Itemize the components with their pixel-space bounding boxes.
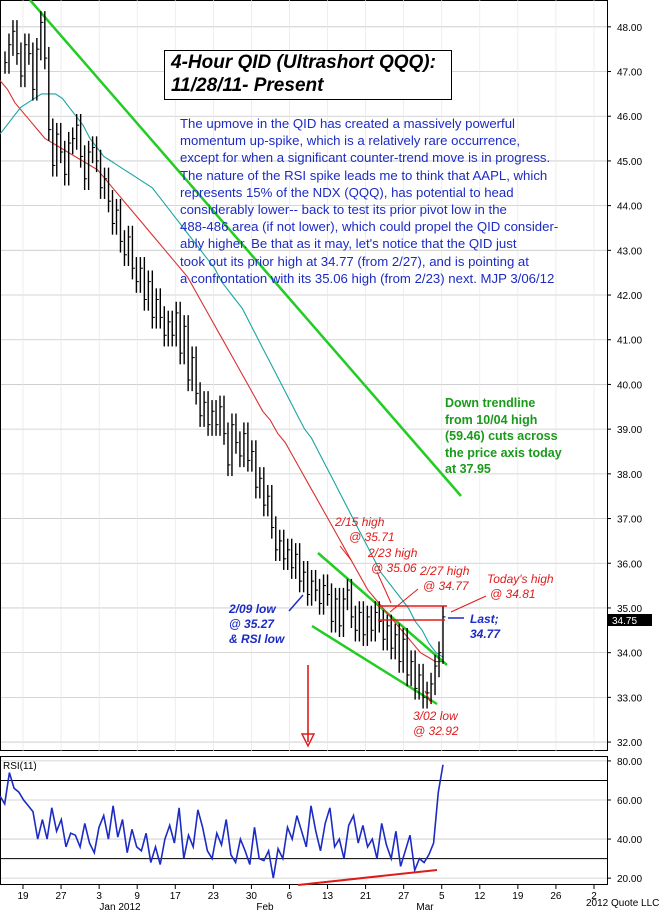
rsi-tick-label: 20.00 [617, 874, 642, 885]
commentary-line: represents 15% of the NDX (QQQ), has pot… [180, 184, 514, 200]
x-tick-label: 27 [56, 891, 68, 902]
price-tick-label: 44.00 [617, 202, 642, 213]
moving-average-fast [0, 93, 444, 658]
rsi-divergence-line [297, 869, 438, 886]
chart-title-box: 4-Hour QID (Ultrashort QQQ): 11/28/11- P… [164, 50, 452, 100]
x-month-label: Jan 2012 [99, 902, 141, 911]
x-tick-label: 21 [360, 891, 372, 902]
price-tick-label: 47.00 [617, 68, 642, 79]
annotation-mar02-low: 3/02 low @ 32.92 [413, 709, 459, 738]
rsi-grid [0, 760, 607, 879]
x-tick-label: 17 [170, 891, 182, 902]
commentary-line: ably higher. Be that as it may, let's no… [180, 236, 517, 252]
annotation-last: Last; 34.77 [470, 612, 501, 641]
price-panel-frame [0, 0, 608, 751]
commentary-line: except for when a significant counter-tr… [180, 150, 551, 166]
price-tick-label: 36.00 [617, 559, 642, 570]
projection-arrow-head [300, 733, 316, 748]
price-tick-label: 42.00 [617, 291, 642, 302]
rsi-tick-label: 40.00 [617, 835, 642, 846]
price-tick-label: 43.00 [617, 246, 642, 257]
channel-upper-line [317, 552, 448, 666]
annotation-feb23-high: 2/23 high @ 35.06 [368, 546, 418, 575]
price-tick-label: 33.00 [617, 693, 642, 704]
copyright: 2012 Quote LLC [586, 898, 659, 909]
x-tick-label: 30 [246, 891, 258, 902]
price-tick-label: 37.00 [617, 515, 642, 526]
x-tick-label: 23 [208, 891, 220, 902]
last-price-tag [608, 614, 652, 626]
price-series [4, 11, 446, 709]
chart-title-line1: 4-Hour QID (Ultrashort QQQ): [171, 52, 436, 73]
arrow-209-shaft [288, 594, 304, 612]
commentary-line: 488-486 area (if not lower), which could… [180, 219, 559, 235]
x-tick-label: 19 [512, 891, 524, 902]
arrow-today-shaft [450, 595, 487, 613]
rsi-y-axis: 80.00 60.00 40.00 20.00 [607, 757, 642, 885]
commentary-line: took out its prior high at 34.77 (from 2… [180, 253, 529, 269]
price-tick-label: 41.00 [617, 336, 642, 347]
rsi-tick-label: 80.00 [617, 757, 642, 768]
price-tick-label: 48.00 [617, 23, 642, 34]
x-tick-label: 2 [591, 891, 597, 902]
arrow-227-shaft [389, 588, 419, 613]
price-tick-label: 39.00 [617, 425, 642, 436]
annotation-feb27-high: 2/27 high @ 34.77 [420, 564, 470, 593]
price-tick-label: 46.00 [617, 112, 642, 123]
annotation-feb15-high: 2/15 high @ 35.71 [335, 515, 395, 544]
price-grid [0, 26, 607, 743]
x-tick-label: 5 [439, 891, 445, 902]
x-tick-label: 27 [398, 891, 410, 902]
price-tick-label: 32.00 [617, 738, 642, 749]
commentary-text: The upmove in the QID has created a mass… [180, 115, 600, 287]
arrow-223-shaft [376, 571, 392, 604]
channel-lower-line [311, 624, 438, 706]
last-price-tag-text: 34.75 [612, 616, 637, 627]
x-tick-label: 6 [287, 891, 293, 902]
down-trendline [29, 0, 462, 497]
rsi-tick-label: 60.00 [617, 796, 642, 807]
commentary-line: a confrontation with its 35.06 high (fro… [180, 270, 555, 286]
x-tick-label: 13 [322, 891, 334, 902]
annotation-feb09-low: 2/09 low @ 35.27 & RSI low [229, 602, 285, 646]
x-tick-label: 9 [134, 891, 140, 902]
arrow-215-shaft [339, 545, 352, 561]
price-tick-label: 38.00 [617, 470, 642, 481]
commentary-line: The nature of the RSI spike leads me to … [180, 167, 548, 183]
x-tick-label: 12 [474, 891, 486, 902]
rsi-panel-label: RSI(11) [3, 761, 37, 772]
x-month-label: Feb [256, 902, 274, 911]
price-tick-label: 34.00 [617, 649, 642, 660]
x-month-label: Mar [416, 902, 434, 911]
x-tick-label: 19 [17, 891, 29, 902]
annotation-today-high: Today's high @ 34.81 [487, 572, 554, 601]
commentary-line: The upmove in the QID has created a mass… [180, 116, 515, 131]
arrow-302-shaft [424, 690, 432, 704]
chart-title-line2: 11/28/11- Present [171, 75, 324, 96]
commentary-line: considerably lower-- back to test its pr… [180, 202, 507, 218]
commentary-line: momentum up-spike, which is a relatively… [180, 133, 521, 149]
rsi-line [0, 764, 444, 879]
price-tick-label: 45.00 [617, 157, 642, 168]
price-tick-label: 40.00 [617, 380, 642, 391]
x-tick-label: 3 [96, 891, 102, 902]
moving-average-slow [0, 80, 443, 663]
x-tick-label: 26 [550, 891, 562, 902]
annotation-trendline: Down trendline from 10/04 high (59.46) c… [445, 396, 562, 476]
price-tick-label: 35.00 [617, 604, 642, 615]
price-y-axis: 48.00 47.00 46.00 45.00 44.00 43.00 42.00 41.00… [607, 23, 642, 749]
